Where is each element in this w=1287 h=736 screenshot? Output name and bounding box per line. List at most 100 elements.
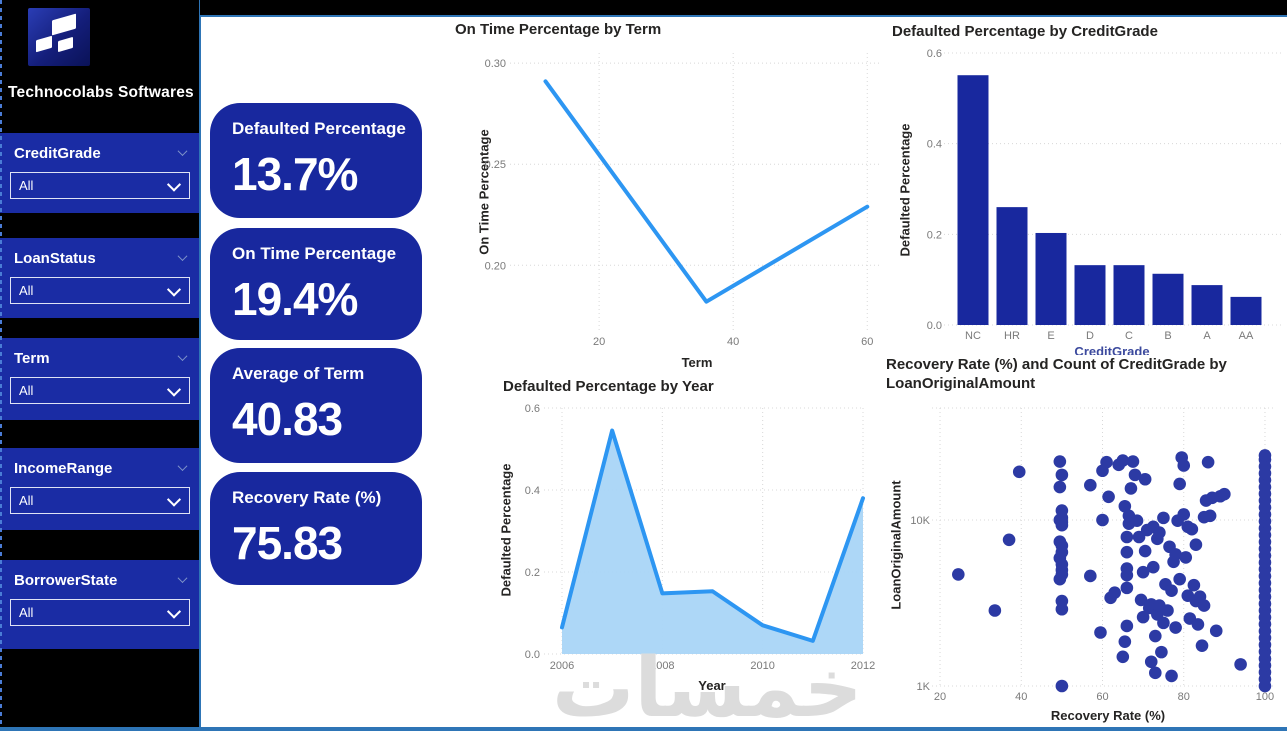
scatter-point[interactable] (1120, 530, 1134, 544)
area-fill[interactable] (562, 430, 863, 654)
chevron-down-icon[interactable] (177, 251, 188, 262)
scatter-point[interactable] (1197, 599, 1211, 612)
scatter-point[interactable] (1094, 626, 1107, 639)
scatter-point[interactable] (988, 604, 1002, 617)
scatter-point[interactable] (1120, 619, 1134, 633)
scatter-point[interactable] (1155, 645, 1168, 659)
scatter-point[interactable] (1149, 666, 1162, 680)
slicer-dropdown[interactable]: All (10, 377, 190, 404)
slicer-label: LoanStatus (14, 250, 96, 267)
scatter-point[interactable] (1189, 538, 1203, 551)
scatter-point[interactable] (1195, 639, 1209, 652)
scatter-point[interactable] (1138, 544, 1152, 558)
scatter-point[interactable] (1124, 482, 1138, 495)
svg-text:100: 100 (1256, 691, 1274, 703)
chevron-down-icon[interactable] (177, 573, 188, 584)
scatter-point[interactable] (1201, 455, 1215, 469)
data-line[interactable] (543, 79, 870, 304)
bar-D[interactable] (1074, 265, 1106, 325)
slicer-value: All (19, 383, 34, 398)
scatter-point[interactable] (1157, 616, 1170, 630)
chevron-down-icon[interactable] (177, 146, 188, 157)
scatter-point[interactable] (1177, 459, 1191, 472)
scatter-point[interactable] (1055, 594, 1069, 608)
scatter-point[interactable] (1100, 455, 1113, 469)
bar-B[interactable] (1152, 273, 1184, 325)
kpi-title: On Time Percentage (232, 244, 397, 263)
scatter-point[interactable] (1144, 655, 1158, 669)
scatter-point[interactable] (1187, 578, 1201, 592)
scatter-point[interactable] (1153, 526, 1166, 539)
slicer-label: IncomeRange (14, 460, 113, 477)
scatter-point[interactable] (1177, 508, 1191, 521)
chevron-down-icon (166, 604, 182, 619)
scatter-point[interactable] (1126, 455, 1140, 468)
scatter-point[interactable] (1118, 635, 1132, 648)
scatter-point[interactable] (1185, 522, 1199, 536)
scatter-point[interactable] (1116, 650, 1130, 664)
scatter-point[interactable] (1191, 618, 1205, 631)
chevron-down-icon[interactable] (177, 351, 188, 362)
slicer-dropdown[interactable]: All (10, 487, 190, 514)
scatter-point[interactable] (1258, 449, 1272, 462)
scatter-point[interactable] (1053, 480, 1067, 494)
scatter-point[interactable] (1138, 472, 1152, 486)
bar-NC[interactable] (957, 75, 989, 325)
scatter-point[interactable] (1173, 477, 1186, 491)
scatter-point[interactable] (1055, 468, 1069, 482)
scatter-point[interactable] (1134, 593, 1148, 607)
scatter-point[interactable] (952, 568, 965, 581)
scatter-point[interactable] (1055, 504, 1069, 517)
scatter-point[interactable] (1108, 586, 1121, 599)
scatter-point[interactable] (1146, 560, 1160, 574)
bar-E[interactable] (1035, 232, 1067, 325)
scatter-point[interactable] (1173, 572, 1186, 586)
scatter-point[interactable] (1136, 565, 1150, 579)
slicer-header: Term (0, 338, 200, 367)
scatter-point[interactable] (1157, 511, 1170, 525)
scatter-point[interactable] (1055, 558, 1069, 571)
scatter-point[interactable] (1130, 514, 1144, 528)
scatter-point[interactable] (1118, 499, 1132, 513)
scatter-point[interactable] (1165, 669, 1178, 683)
data-line[interactable] (560, 428, 865, 643)
scatter-point[interactable] (1116, 454, 1130, 467)
scatter-point[interactable] (1209, 624, 1223, 638)
scatter-point[interactable] (1179, 551, 1193, 564)
scatter-point[interactable] (1002, 533, 1016, 547)
kpi-card-2: On Time Percentage 19.4% (210, 228, 422, 340)
scatter-point[interactable] (1012, 465, 1026, 479)
slicer-dropdown[interactable]: All (10, 599, 190, 626)
scatter-point[interactable] (1161, 604, 1174, 617)
bar-AA[interactable] (1230, 296, 1262, 325)
scatter-point[interactable] (1120, 562, 1134, 575)
scatter-point[interactable] (1169, 548, 1182, 561)
scatter-point[interactable] (1096, 513, 1109, 527)
scatter-point[interactable] (1218, 487, 1231, 501)
scatter-point[interactable] (1169, 621, 1182, 634)
bar-A[interactable] (1191, 285, 1223, 325)
scatter-point[interactable] (1055, 539, 1069, 553)
scatter-point[interactable] (1120, 581, 1134, 595)
scatter-point[interactable] (1120, 545, 1134, 559)
x-axis-label: Year (698, 678, 726, 693)
scatter-point[interactable] (1203, 509, 1217, 523)
slicer-dropdown[interactable]: All (10, 172, 190, 199)
scatter-point[interactable] (1102, 490, 1115, 504)
slicer-dropdown[interactable]: All (10, 277, 190, 304)
svg-text:A: A (1203, 330, 1211, 342)
scatter-point[interactable] (1053, 455, 1067, 468)
kpi-value: 13.7% (232, 148, 358, 200)
kpi-value: 75.83 (232, 517, 343, 569)
scatter-point[interactable] (1055, 679, 1069, 693)
scatter-point[interactable] (1165, 584, 1178, 598)
bar-C[interactable] (1113, 265, 1145, 325)
scatter-point[interactable] (1084, 569, 1097, 583)
bar-HR[interactable] (996, 207, 1028, 325)
scatter-point[interactable] (1234, 658, 1247, 671)
scatter-point[interactable] (1136, 610, 1150, 624)
chevron-down-icon[interactable] (177, 461, 188, 472)
scatter-point[interactable] (1149, 629, 1162, 643)
scatter-point[interactable] (1084, 478, 1097, 492)
scatter-point[interactable] (1128, 468, 1142, 482)
